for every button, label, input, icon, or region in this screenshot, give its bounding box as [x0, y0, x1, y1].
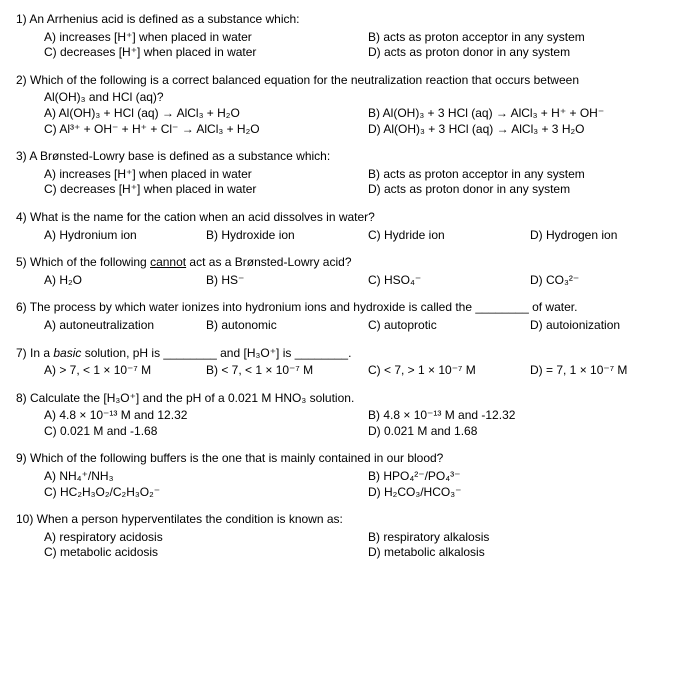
option-c: C) metabolic acidosis [44, 545, 360, 561]
question-3: 3) A Brønsted-Lowry base is defined as a… [16, 149, 684, 198]
option-d: D) Al(OH)₃ + 3 HCl (aq) → AlCl₃ + 3 H₂O [368, 122, 684, 138]
option-a: A) NH₄⁺/NH₃ [44, 469, 360, 485]
option-c: C) decreases [H⁺] when placed in water [44, 45, 360, 61]
options: A) > 7, < 1 × 10⁻⁷ M B) < 7, < 1 × 10⁻⁷ … [16, 363, 684, 379]
question-4: 4) What is the name for the cation when … [16, 210, 684, 243]
question-stem: 6) The process by which water ionizes in… [16, 300, 684, 316]
option-d: D) acts as proton donor in any system [368, 182, 684, 198]
option-b: B) < 7, < 1 × 10⁻⁷ M [206, 363, 360, 379]
question-7: 7) In a basic solution, pH is ________ a… [16, 346, 684, 379]
question-stem: 8) Calculate the [H₃O⁺] and the pH of a … [16, 391, 684, 407]
options: A) autoneutralization B) autonomic C) au… [16, 318, 684, 334]
options: A) increases [H⁺] when placed in water B… [16, 30, 684, 61]
option-d: D) acts as proton donor in any system [368, 45, 684, 61]
option-c: C) < 7, > 1 × 10⁻⁷ M [368, 363, 522, 379]
question-stem: 10) When a person hyperventilates the co… [16, 512, 684, 528]
underline-cannot: cannot [150, 255, 186, 269]
option-a: A) Al(OH)₃ + HCl (aq) → AlCl₃ + H₂O [44, 106, 360, 122]
question-stem: 9) Which of the following buffers is the… [16, 451, 684, 467]
question-1: 1) An Arrhenius acid is defined as a sub… [16, 12, 684, 61]
option-b: B) autonomic [206, 318, 360, 334]
option-d: D) CO₃²⁻ [530, 273, 684, 289]
option-a: A) H₂O [44, 273, 198, 289]
option-a: A) > 7, < 1 × 10⁻⁷ M [44, 363, 198, 379]
option-a: A) Hydronium ion [44, 228, 198, 244]
option-b: B) 4.8 × 10⁻¹³ M and -12.32 [368, 408, 684, 424]
option-c: C) HSO₄⁻ [368, 273, 522, 289]
option-d: D) = 7, 1 × 10⁻⁷ M [530, 363, 684, 379]
options: A) 4.8 × 10⁻¹³ M and 12.32 B) 4.8 × 10⁻¹… [16, 408, 684, 439]
options: A) H₂O B) HS⁻ C) HSO₄⁻ D) CO₃²⁻ [16, 273, 684, 289]
question-stem: 3) A Brønsted-Lowry base is defined as a… [16, 149, 684, 165]
option-c: C) HC₂H₃O₂/C₂H₃O₂⁻ [44, 485, 360, 501]
option-c: C) decreases [H⁺] when placed in water [44, 182, 360, 198]
question-stem: 1) An Arrhenius acid is defined as a sub… [16, 12, 684, 28]
option-a: A) respiratory acidosis [44, 530, 360, 546]
option-a: A) increases [H⁺] when placed in water [44, 30, 360, 46]
options: A) NH₄⁺/NH₃ B) HPO₄²⁻/PO₄³⁻ C) HC₂H₃O₂/C… [16, 469, 684, 500]
option-b: B) HPO₄²⁻/PO₄³⁻ [368, 469, 684, 485]
option-b: B) acts as proton acceptor in any system [368, 30, 684, 46]
question-9: 9) Which of the following buffers is the… [16, 451, 684, 500]
option-b: B) HS⁻ [206, 273, 360, 289]
question-8: 8) Calculate the [H₃O⁺] and the pH of a … [16, 391, 684, 440]
question-stem-line1: 2) Which of the following is a correct b… [16, 73, 684, 89]
option-d: D) 0.021 M and 1.68 [368, 424, 684, 440]
question-stem: 7) In a basic solution, pH is ________ a… [16, 346, 684, 362]
italic-basic: basic [53, 346, 81, 360]
option-a: A) increases [H⁺] when placed in water [44, 167, 360, 183]
question-6: 6) The process by which water ionizes in… [16, 300, 684, 333]
options: A) Al(OH)₃ + HCl (aq) → AlCl₃ + H₂O B) A… [16, 106, 684, 137]
option-d: D) autoionization [530, 318, 684, 334]
question-5: 5) Which of the following cannot act as … [16, 255, 684, 288]
options: A) Hydronium ion B) Hydroxide ion C) Hyd… [16, 228, 684, 244]
option-c: C) 0.021 M and -1.68 [44, 424, 360, 440]
question-10: 10) When a person hyperventilates the co… [16, 512, 684, 561]
option-d: D) metabolic alkalosis [368, 545, 684, 561]
option-b: B) respiratory alkalosis [368, 530, 684, 546]
options: A) increases [H⁺] when placed in water B… [16, 167, 684, 198]
option-c: C) Al³⁺ + OH⁻ + H⁺ + Cl⁻ → AlCl₃ + H₂O [44, 122, 360, 138]
option-d: D) Hydrogen ion [530, 228, 684, 244]
options: A) respiratory acidosis B) respiratory a… [16, 530, 684, 561]
question-stem: 4) What is the name for the cation when … [16, 210, 684, 226]
option-d: D) H₂CO₃/HCO₃⁻ [368, 485, 684, 501]
option-c: C) autoprotic [368, 318, 522, 334]
option-a: A) autoneutralization [44, 318, 198, 334]
question-2: 2) Which of the following is a correct b… [16, 73, 684, 137]
option-c: C) Hydride ion [368, 228, 522, 244]
option-b: B) acts as proton acceptor in any system [368, 167, 684, 183]
option-b: B) Hydroxide ion [206, 228, 360, 244]
option-a: A) 4.8 × 10⁻¹³ M and 12.32 [44, 408, 360, 424]
question-stem: 5) Which of the following cannot act as … [16, 255, 684, 271]
option-b: B) Al(OH)₃ + 3 HCl (aq) → AlCl₃ + H⁺ + O… [368, 106, 684, 122]
question-stem-line2: Al(OH)₃ and HCl (aq)? [16, 90, 684, 106]
